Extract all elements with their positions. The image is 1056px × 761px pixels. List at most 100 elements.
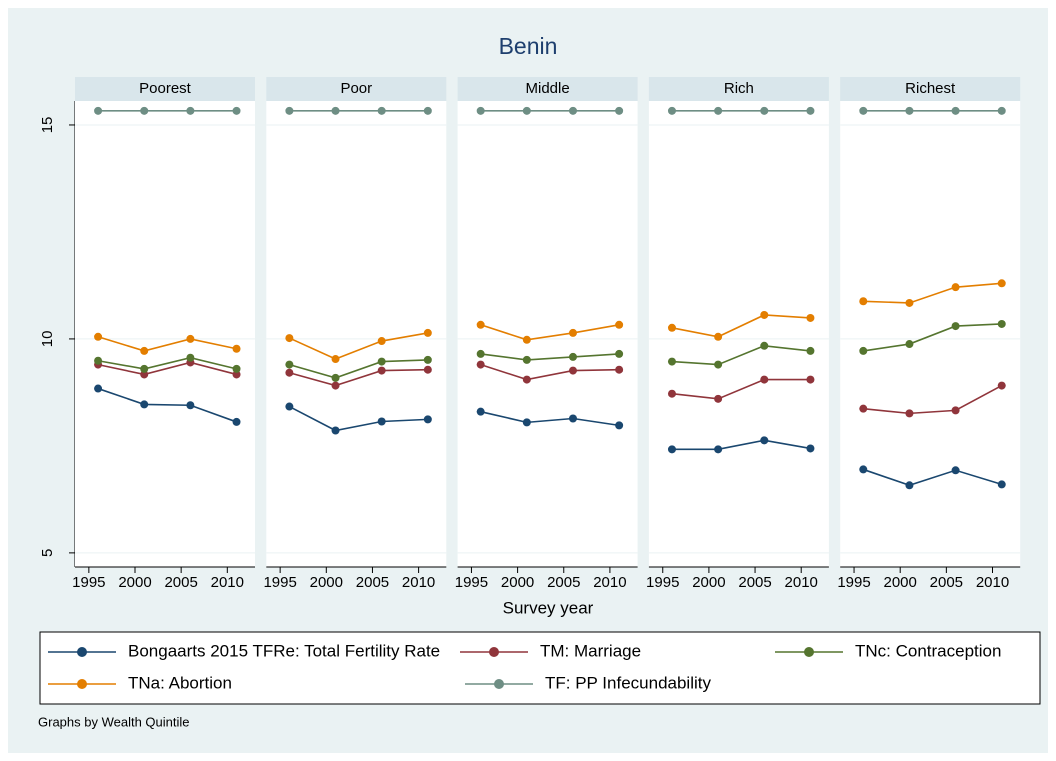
series-line [671,378,811,400]
series-point [714,106,723,115]
series-line [289,368,428,387]
series-line [289,359,428,379]
series-line [480,353,620,361]
legend-label: TF: PP Infecundability [545,673,711,692]
series-point [331,426,340,435]
x-tick-label: 2000 [501,574,534,591]
series-point [667,389,676,398]
series-point [423,415,432,424]
x-axis-label: Survey year [503,598,594,617]
series-point [94,356,103,365]
panel-title: Middle [526,80,570,97]
legend-marker [494,679,504,689]
series-line [863,282,1002,304]
legend-marker [77,647,87,657]
x-tick-label: 2010 [785,574,818,591]
series-point [951,466,960,475]
panel-title: Rich [724,80,754,97]
panel-title: Poor [340,80,372,97]
series-point [615,421,624,430]
panel-header [840,77,1021,101]
x-tick-label: 2000 [118,574,151,591]
series-point [806,106,815,115]
series-line [863,323,1002,352]
plot-area [75,101,255,567]
series-point [186,106,195,115]
series-line [97,361,237,376]
series-point [905,409,914,418]
series-point [667,323,676,332]
x-tick-label: 2005 [164,574,197,591]
series-point [714,445,723,454]
series-point [615,365,624,374]
series-point [522,418,531,427]
series-point [667,357,676,366]
x-tick-label: 2000 [692,574,725,591]
series-point [232,370,241,379]
series-point [615,320,624,329]
series-point [285,360,294,369]
series-point [232,364,241,373]
series-point [476,320,485,329]
series-point [377,417,386,426]
x-tick-label: 1995 [72,574,105,591]
x-tick-label: 2005 [930,574,963,591]
legend-marker [804,647,814,657]
series-point [714,360,723,369]
series-point [186,401,195,410]
series-point [905,298,914,307]
series-line [97,336,237,352]
series-point [568,414,577,423]
series-point [476,407,485,416]
series-point [285,368,294,377]
x-tick-label: 1995 [646,574,679,591]
x-tick-label: 1995 [263,574,296,591]
series-line [97,387,237,423]
x-tick-label: 2010 [402,574,435,591]
series-point [377,337,386,346]
x-tick-label: 2010 [211,574,244,591]
panel-header [648,77,829,101]
series-point [377,357,386,366]
plot-area [840,101,1021,567]
series-point [951,283,960,292]
series-point [615,349,624,358]
series-point [997,480,1006,489]
series-point [140,370,149,379]
panel-header [75,77,255,101]
series-point [806,375,815,384]
series-point [760,375,769,384]
series-point [94,332,103,341]
series-point [859,106,868,115]
series-point [997,381,1006,390]
series-line [671,344,811,366]
series-point [568,328,577,337]
series-line [97,356,237,370]
series-point [331,373,340,382]
series-point [667,106,676,115]
legend-marker [489,647,499,657]
series-point [476,106,485,115]
series-point [232,106,241,115]
legend-label: TNc: Contraception [855,641,1001,660]
legend-label: TNa: Abortion [128,673,232,692]
series-line [671,439,811,451]
series-line [671,314,811,338]
series-line [480,410,620,427]
series-point [859,465,868,474]
series-point [285,106,294,115]
legend-label: TM: Marriage [540,641,641,660]
series-point [232,417,241,426]
series-point [331,381,340,390]
plot-area [457,101,638,567]
panel-header [457,77,638,101]
series-point [997,279,1006,288]
series-point [951,106,960,115]
series-point [568,352,577,361]
series-point [285,334,294,343]
x-tick-label: 2005 [356,574,389,591]
series-point [140,400,149,409]
x-tick-label: 2000 [310,574,343,591]
x-tick-label: 2005 [547,574,580,591]
y-tick-label: 5 [39,549,56,557]
